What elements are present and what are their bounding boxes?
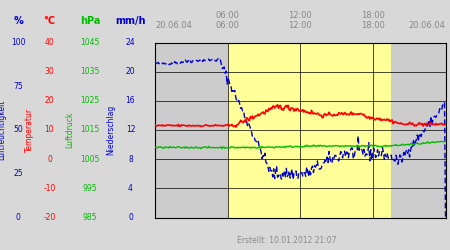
Text: 18:00: 18:00 xyxy=(361,21,385,30)
Text: 1045: 1045 xyxy=(80,38,100,47)
Text: 50: 50 xyxy=(13,126,23,134)
Text: 1005: 1005 xyxy=(80,155,100,164)
Text: 40: 40 xyxy=(45,38,54,47)
Text: 16: 16 xyxy=(126,96,135,105)
Text: 1035: 1035 xyxy=(80,67,100,76)
Text: mm/h: mm/h xyxy=(115,16,146,26)
Text: 1015: 1015 xyxy=(81,126,99,134)
Text: 995: 995 xyxy=(83,184,97,193)
Text: -20: -20 xyxy=(43,213,56,222)
Text: 24: 24 xyxy=(126,38,135,47)
Text: Niederschlag: Niederschlag xyxy=(106,105,115,155)
Text: 0: 0 xyxy=(16,213,20,222)
Text: 12:00: 12:00 xyxy=(288,11,312,20)
Text: 20.06.04: 20.06.04 xyxy=(155,21,192,30)
Text: 25: 25 xyxy=(13,169,23,178)
Text: 12:00: 12:00 xyxy=(288,21,312,30)
Text: 75: 75 xyxy=(13,82,23,91)
Text: 100: 100 xyxy=(11,38,25,47)
Bar xyxy=(391,42,446,218)
Text: 30: 30 xyxy=(45,67,54,76)
Bar xyxy=(228,42,391,218)
Text: 10: 10 xyxy=(45,126,54,134)
Text: Luftdruck: Luftdruck xyxy=(65,112,74,148)
Text: 18:00: 18:00 xyxy=(361,11,385,20)
Text: 20: 20 xyxy=(45,96,54,105)
Text: Erstellt: 10.01.2012 21:07: Erstellt: 10.01.2012 21:07 xyxy=(237,236,336,245)
Text: -10: -10 xyxy=(43,184,56,193)
Text: 0: 0 xyxy=(128,213,133,222)
Text: hPa: hPa xyxy=(80,16,100,26)
Bar xyxy=(155,42,228,218)
Text: 4: 4 xyxy=(128,184,133,193)
Text: 0: 0 xyxy=(47,155,52,164)
Text: 20.06.04: 20.06.04 xyxy=(409,21,446,30)
Text: %: % xyxy=(13,16,23,26)
Text: 06:00: 06:00 xyxy=(216,21,240,30)
Text: °C: °C xyxy=(44,16,55,26)
Text: 20: 20 xyxy=(126,67,135,76)
Text: 12: 12 xyxy=(126,126,135,134)
Text: 1025: 1025 xyxy=(81,96,99,105)
Text: 06:00: 06:00 xyxy=(216,11,240,20)
Text: 985: 985 xyxy=(83,213,97,222)
Text: 8: 8 xyxy=(128,155,133,164)
Text: Temperatur: Temperatur xyxy=(25,108,34,152)
Text: Luftfeuchtigkeit: Luftfeuchtigkeit xyxy=(0,100,7,160)
